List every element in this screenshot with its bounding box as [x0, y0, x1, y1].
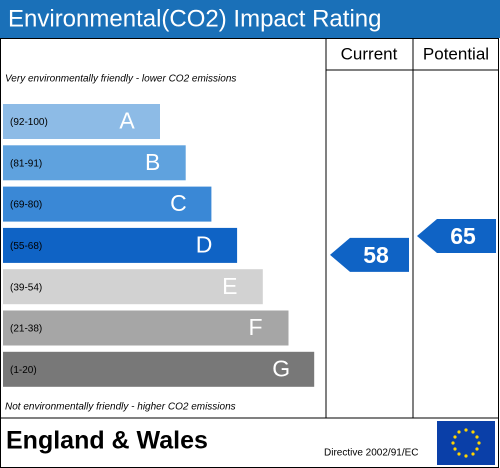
- band-letter: G: [272, 355, 290, 381]
- rating-arrow: [417, 218, 496, 253]
- directive: Directive 2002/91/EC: [324, 448, 419, 459]
- band-range: (69-80): [10, 200, 42, 211]
- band-letter: B: [145, 149, 160, 175]
- rating-arrow: [330, 237, 409, 272]
- eu-flag: [437, 421, 495, 465]
- top-note: Very environmentally friendly - lower CO…: [5, 74, 236, 85]
- band-bar: [3, 351, 315, 387]
- band-bar: [3, 227, 238, 263]
- band-range: (1-20): [10, 365, 37, 376]
- band-letter: A: [119, 108, 135, 134]
- rating-value: 58: [363, 242, 389, 268]
- band-letter: C: [170, 190, 187, 216]
- title: Environmental(CO2) Impact Rating: [8, 5, 381, 32]
- band-letter: D: [196, 231, 213, 257]
- band-bar: [3, 104, 160, 139]
- title-bar: [0, 0, 500, 38]
- header-current: Current: [341, 44, 398, 63]
- region: England & Wales: [6, 427, 208, 455]
- band-letter: E: [222, 273, 237, 299]
- band-bar: [3, 145, 186, 181]
- band-bar: [3, 269, 263, 305]
- band-range: (39-54): [10, 282, 42, 293]
- header-potential: Potential: [423, 44, 489, 63]
- band-bar: [3, 310, 289, 346]
- band-range: (55-68): [10, 241, 42, 252]
- band-bar: [3, 186, 212, 222]
- band-range: (92-100): [10, 117, 48, 128]
- band-range: (81-91): [10, 158, 42, 169]
- band-letter: F: [248, 314, 262, 340]
- band-range: (21-38): [10, 324, 42, 335]
- rating-value: 65: [450, 223, 476, 249]
- bottom-note: Not environmentally friendly - higher CO…: [5, 402, 236, 413]
